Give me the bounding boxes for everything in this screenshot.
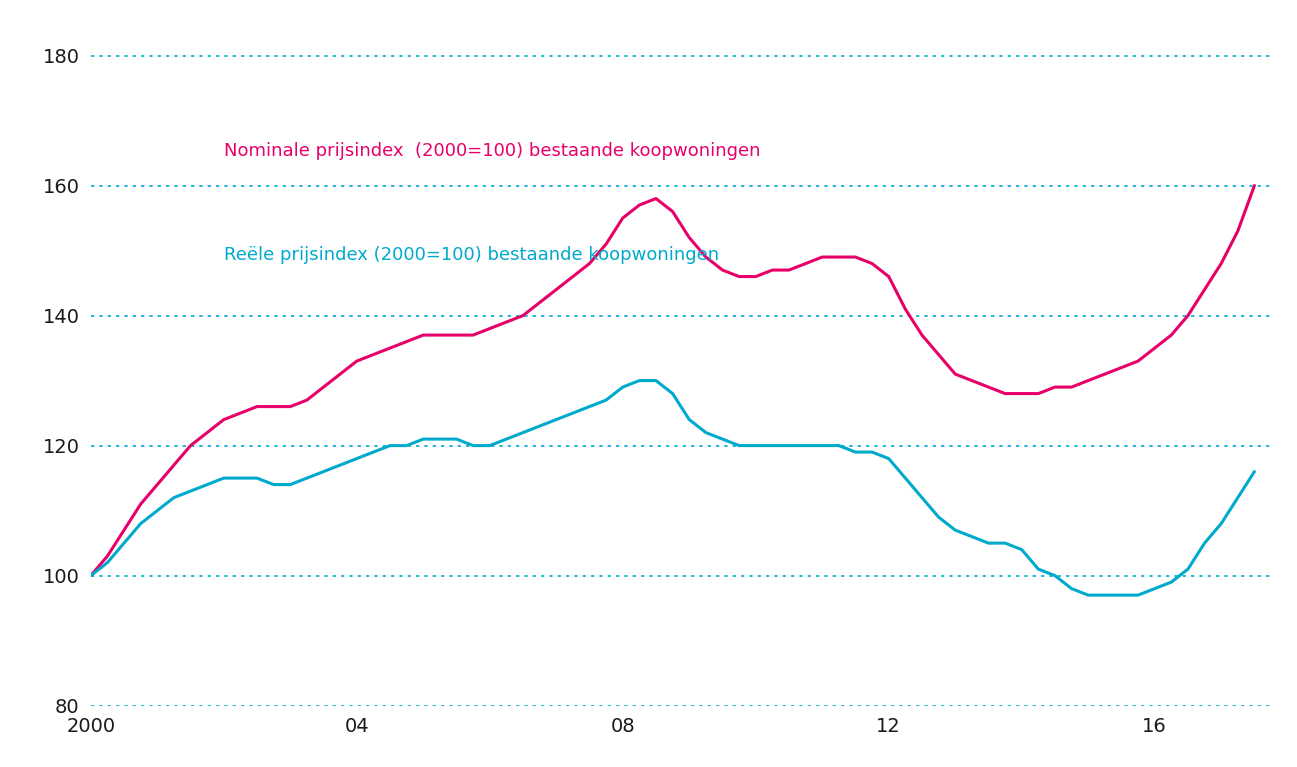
- Text: Reële prijsindex (2000=100) bestaande koopwoningen: Reële prijsindex (2000=100) bestaande ko…: [224, 245, 719, 264]
- Text: Nominale prijsindex  (2000=100) bestaande koopwoningen: Nominale prijsindex (2000=100) bestaande…: [224, 142, 760, 160]
